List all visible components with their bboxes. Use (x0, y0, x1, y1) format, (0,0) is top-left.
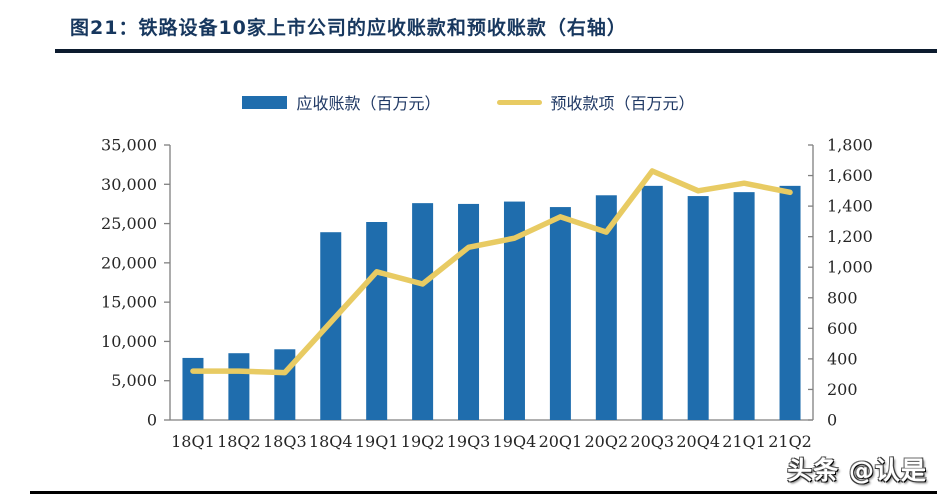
bar-18Q3 (274, 349, 296, 420)
x-axis-label: 19Q4 (493, 432, 537, 451)
x-axis-label: 21Q1 (722, 432, 766, 451)
x-axis-label: 20Q1 (539, 432, 583, 451)
left-axis-tick-label: 25,000 (101, 214, 157, 233)
left-axis-tick-label: 35,000 (101, 136, 157, 155)
right-axis-tick-label: 1,000 (827, 258, 873, 277)
bottom-rule (30, 491, 937, 494)
right-axis-tick-label: 1,200 (827, 227, 873, 246)
x-axis-label: 20Q4 (676, 432, 720, 451)
x-axis-label: 18Q3 (263, 432, 307, 451)
bar-20Q2 (595, 195, 617, 420)
legend-item-advances: 预收款项（百万元） (496, 90, 695, 114)
x-axis-label: 20Q2 (584, 432, 628, 451)
right-axis-tick-label: 1,400 (827, 197, 873, 216)
right-axis-tick-label: 1,600 (827, 166, 873, 185)
legend-label-advances: 预收款项（百万元） (550, 94, 695, 113)
left-axis-tick-label: 30,000 (101, 175, 157, 194)
x-axis-label: 20Q3 (630, 432, 674, 451)
bar-20Q4 (687, 196, 709, 420)
bar-20Q1 (549, 207, 571, 420)
bar-21Q1 (733, 192, 755, 420)
legend: 应收账款（百万元） 预收款项（百万元） (0, 90, 937, 114)
left-axis-tick-label: 5,000 (111, 371, 157, 390)
bar-21Q2 (779, 185, 801, 420)
bar-19Q2 (412, 203, 434, 420)
x-axis-label: 21Q2 (768, 432, 812, 451)
legend-item-receivables: 应收账款（百万元） (242, 90, 441, 114)
bar-19Q3 (458, 203, 480, 420)
x-axis-label: 18Q2 (217, 432, 261, 451)
right-axis-tick-label: 800 (827, 288, 858, 307)
left-axis-tick-label: 20,000 (101, 253, 157, 272)
right-axis-tick-label: 200 (827, 380, 858, 399)
x-axis-label: 19Q3 (447, 432, 491, 451)
right-axis-tick-label: 1,800 (827, 136, 873, 155)
bar-18Q1 (182, 357, 204, 420)
bar-19Q1 (366, 222, 388, 420)
x-axis-label: 18Q1 (171, 432, 215, 451)
right-axis-tick-label: 600 (827, 319, 858, 338)
bar-19Q4 (503, 201, 525, 420)
bar-swatch-icon (242, 95, 288, 109)
advances-line (190, 168, 793, 376)
watermark: 头条 @认是 (787, 456, 927, 485)
left-axis-tick-label: 15,000 (101, 293, 157, 312)
line-swatch-icon (496, 99, 542, 105)
right-axis-tick-label: 0 (827, 411, 837, 430)
title-underline (55, 49, 937, 53)
chart-title: 图21：铁路设备10家上市公司的应收账款和预收账款（右轴） (70, 17, 627, 39)
legend-label-receivables: 应收账款（百万元） (296, 94, 441, 113)
x-axis-label: 19Q1 (355, 432, 399, 451)
left-axis-tick-label: 0 (147, 411, 157, 430)
left-axis-tick-label: 10,000 (101, 332, 157, 351)
x-axis-label: 18Q4 (309, 432, 353, 451)
bar-20Q3 (641, 185, 663, 420)
bar-18Q2 (228, 353, 250, 420)
right-axis-tick-label: 400 (827, 349, 858, 368)
x-axis-label: 19Q2 (401, 432, 445, 451)
